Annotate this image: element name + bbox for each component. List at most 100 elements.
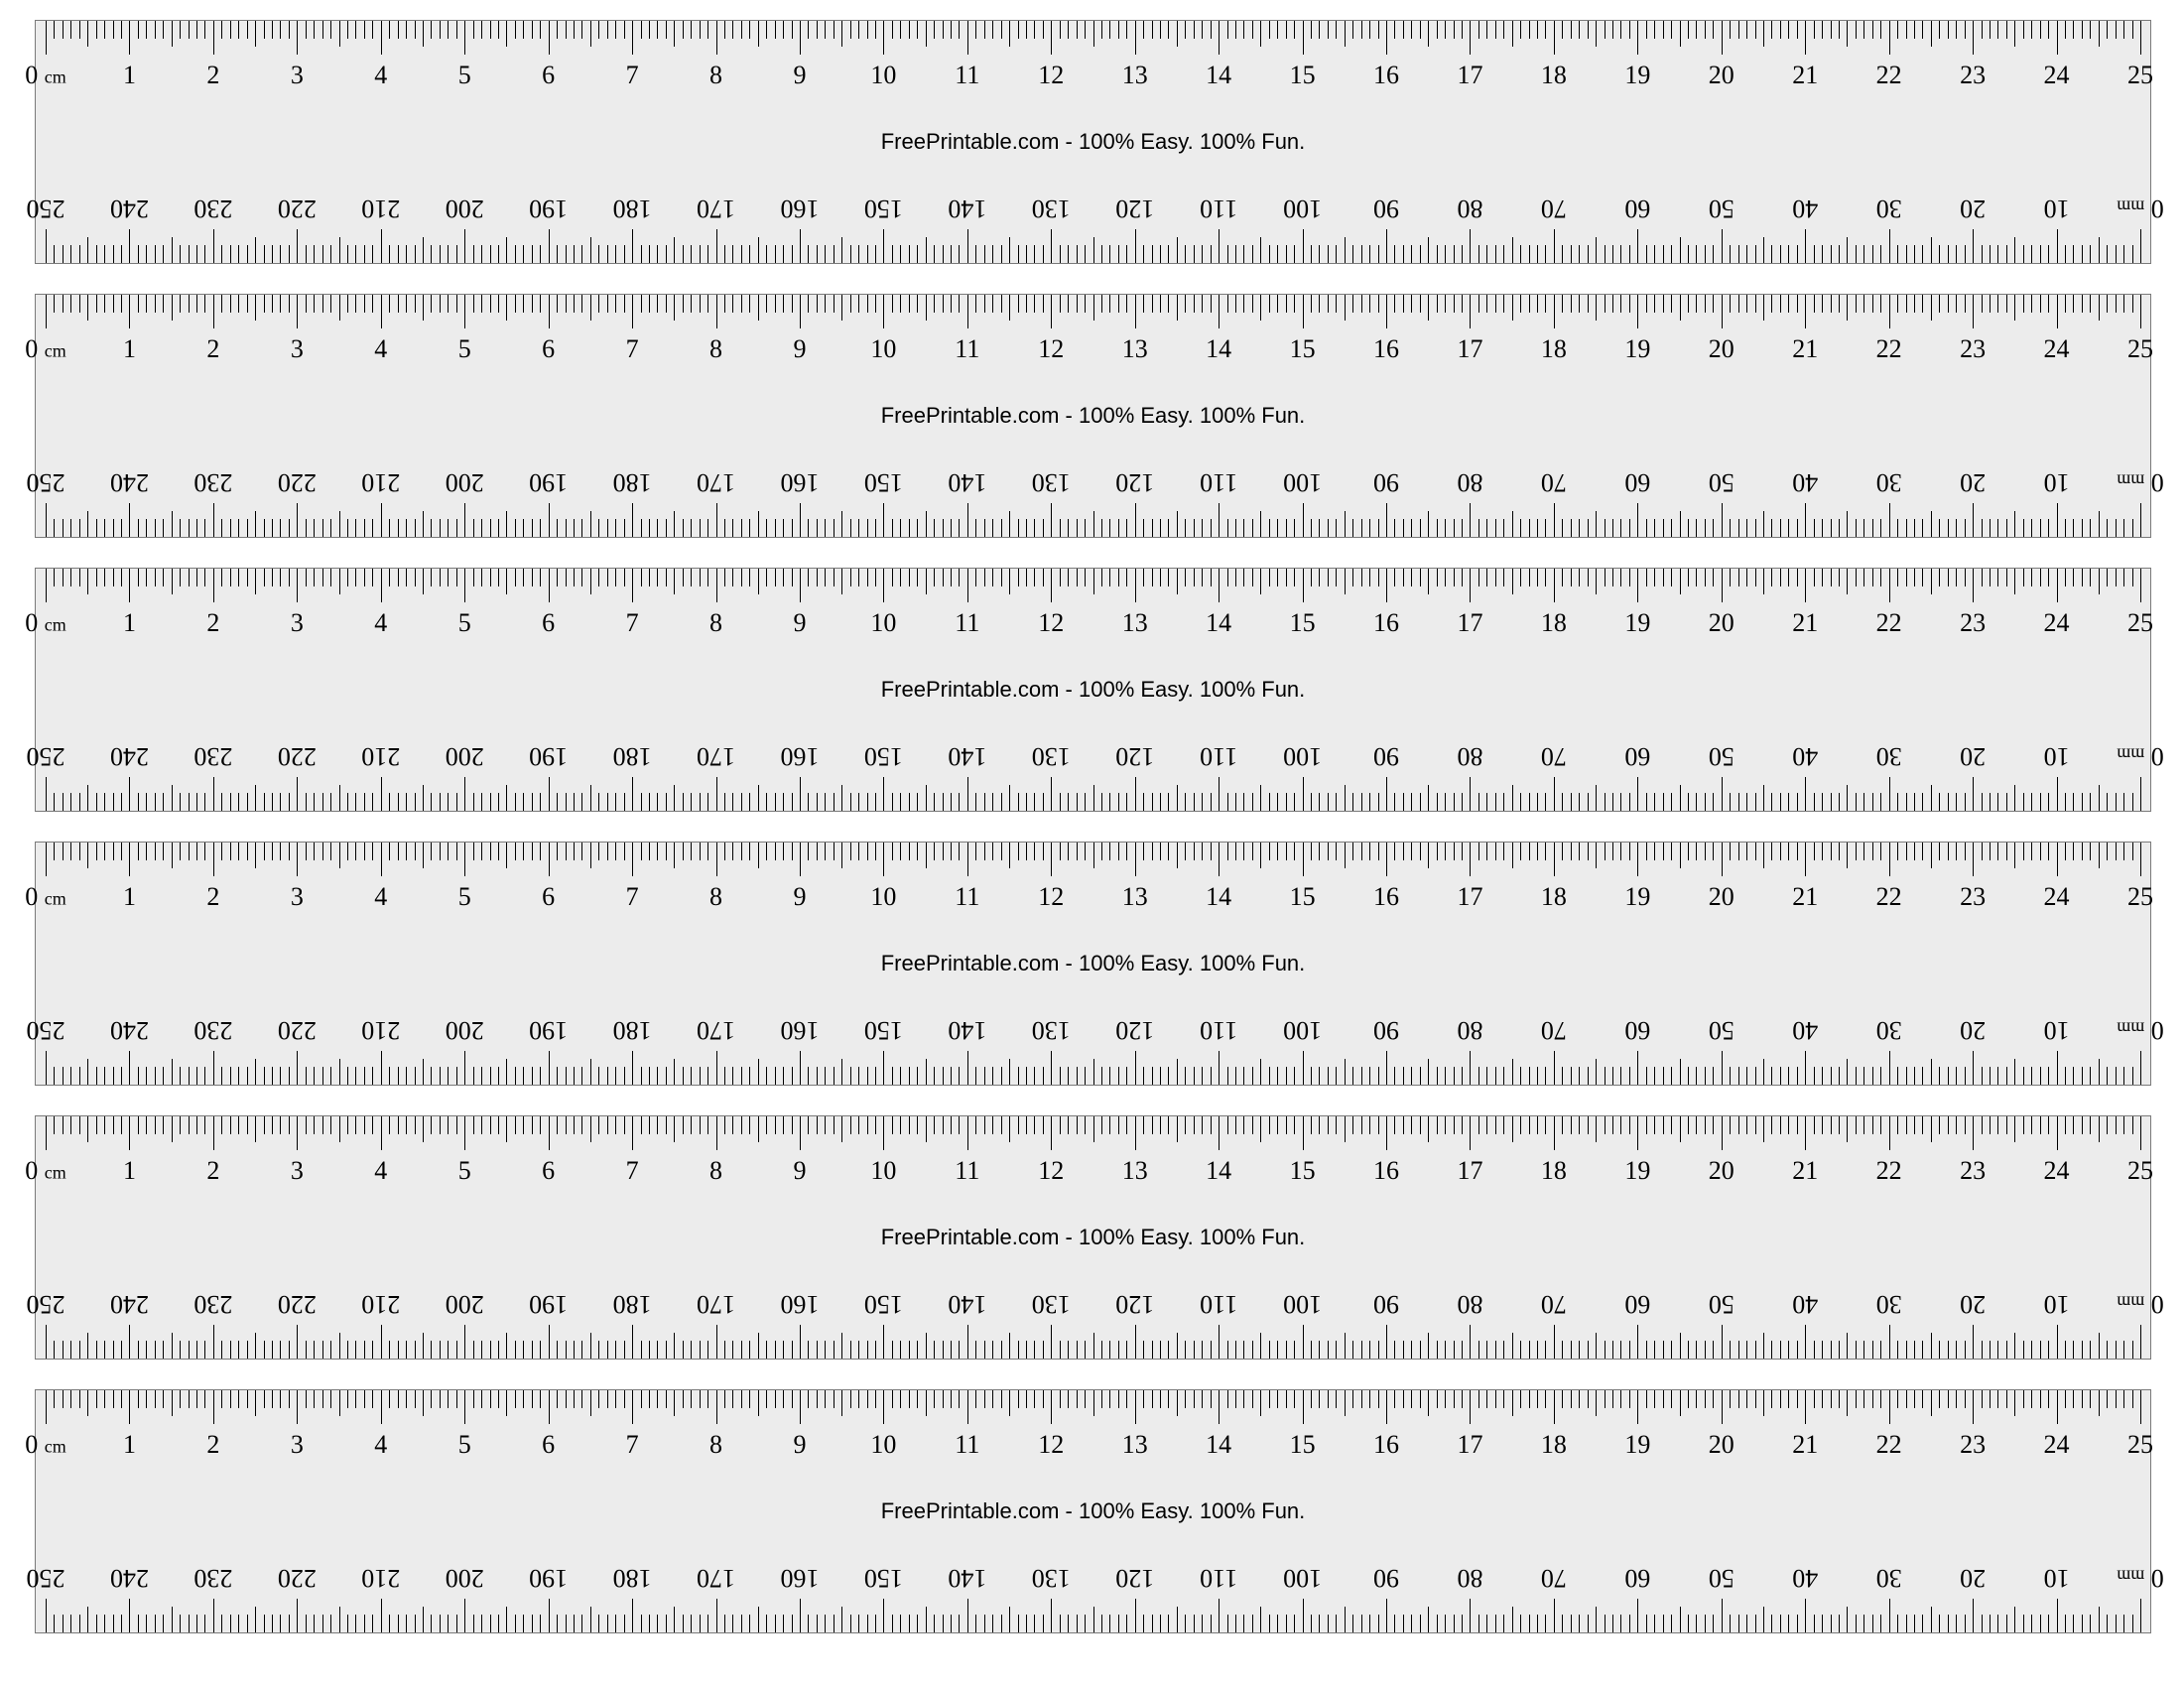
tick xyxy=(490,843,491,860)
tick xyxy=(1227,519,1228,537)
tick xyxy=(700,569,701,586)
tick xyxy=(364,1341,365,1359)
scale-label: 50 xyxy=(1709,1563,1734,1593)
tick xyxy=(54,793,55,811)
tick xyxy=(238,793,239,811)
scale-label: 130 xyxy=(1032,467,1071,497)
tick xyxy=(2031,1116,2032,1134)
tick xyxy=(481,1390,482,1408)
tick xyxy=(1839,843,1840,860)
tick xyxy=(406,843,407,860)
tick xyxy=(481,793,482,811)
tick xyxy=(2140,229,2141,263)
tick xyxy=(1420,1341,1421,1359)
tick xyxy=(121,1116,122,1134)
tick xyxy=(2140,1325,2141,1359)
tick xyxy=(1394,1615,1395,1632)
tick xyxy=(146,1341,147,1359)
tick xyxy=(2132,843,2133,860)
tick xyxy=(2140,1051,2141,1085)
tick xyxy=(1831,1067,1832,1085)
scale-label: 2 xyxy=(206,882,219,912)
tick xyxy=(1060,1615,1061,1632)
tick xyxy=(1135,503,1136,537)
tick xyxy=(204,245,205,263)
tick xyxy=(1328,843,1329,860)
tick xyxy=(2123,843,2124,860)
tick xyxy=(1361,569,1362,586)
tick xyxy=(1101,1615,1102,1632)
tick xyxy=(1822,1341,1823,1359)
tick xyxy=(2116,1615,2117,1632)
tick xyxy=(481,245,482,263)
tick xyxy=(1143,1341,1144,1359)
tick xyxy=(1654,1116,1655,1134)
tick xyxy=(1470,1390,1471,1424)
tick xyxy=(825,1390,826,1408)
tick xyxy=(841,843,842,868)
tick xyxy=(180,843,181,860)
tick xyxy=(1847,511,1848,537)
tick xyxy=(1805,843,1806,876)
tick xyxy=(615,793,616,811)
tick xyxy=(1780,519,1781,537)
tick xyxy=(1001,569,1002,586)
tick xyxy=(322,1067,323,1085)
tick xyxy=(423,569,424,594)
tick xyxy=(858,1116,859,1134)
tick xyxy=(783,519,784,537)
tick xyxy=(909,1390,910,1408)
tick xyxy=(724,1341,725,1359)
tick xyxy=(431,1116,432,1134)
tick xyxy=(581,793,582,811)
scale-label: 1 xyxy=(123,334,136,364)
tick xyxy=(716,229,717,263)
tick xyxy=(1579,1116,1580,1134)
tick xyxy=(1277,1067,1278,1085)
tick xyxy=(322,1390,323,1408)
tick xyxy=(1771,1116,1772,1134)
tick xyxy=(2048,569,2049,586)
tick xyxy=(1814,793,1815,811)
tick xyxy=(1194,21,1195,39)
scale-label: 50 xyxy=(1709,1289,1734,1319)
tick xyxy=(339,237,340,263)
tick xyxy=(347,1067,348,1085)
tick xyxy=(490,793,491,811)
tick xyxy=(46,503,47,537)
tick xyxy=(834,843,835,860)
tick xyxy=(1445,569,1446,586)
tick xyxy=(1118,21,1119,39)
scale-label: 30 xyxy=(1876,1563,1902,1593)
tick xyxy=(1872,245,1873,263)
tick xyxy=(1160,793,1161,811)
tick xyxy=(1260,1333,1261,1359)
tick xyxy=(355,1067,356,1085)
tick xyxy=(1738,1116,1739,1134)
tick xyxy=(1303,1325,1304,1359)
tick xyxy=(1445,843,1446,860)
tick xyxy=(255,21,256,47)
tick xyxy=(1118,1067,1119,1085)
tick xyxy=(2014,21,2015,47)
tick xyxy=(456,1390,457,1408)
tick xyxy=(54,21,55,39)
tick xyxy=(306,1116,307,1134)
tick xyxy=(2140,1116,2141,1150)
tick xyxy=(1168,1067,1169,1085)
tick xyxy=(1654,1390,1655,1408)
tick xyxy=(2023,843,2024,860)
tick xyxy=(264,245,265,263)
tick xyxy=(1026,245,1027,263)
tick xyxy=(189,843,190,860)
scale-label: 23 xyxy=(1960,61,1986,90)
tick xyxy=(867,569,868,586)
tick xyxy=(1872,1615,1873,1632)
tick xyxy=(347,21,348,39)
tick xyxy=(2140,1390,2141,1424)
tick xyxy=(490,295,491,313)
tick xyxy=(440,1067,441,1085)
tick xyxy=(1328,569,1329,586)
tick xyxy=(1328,519,1329,537)
tick xyxy=(892,569,893,586)
